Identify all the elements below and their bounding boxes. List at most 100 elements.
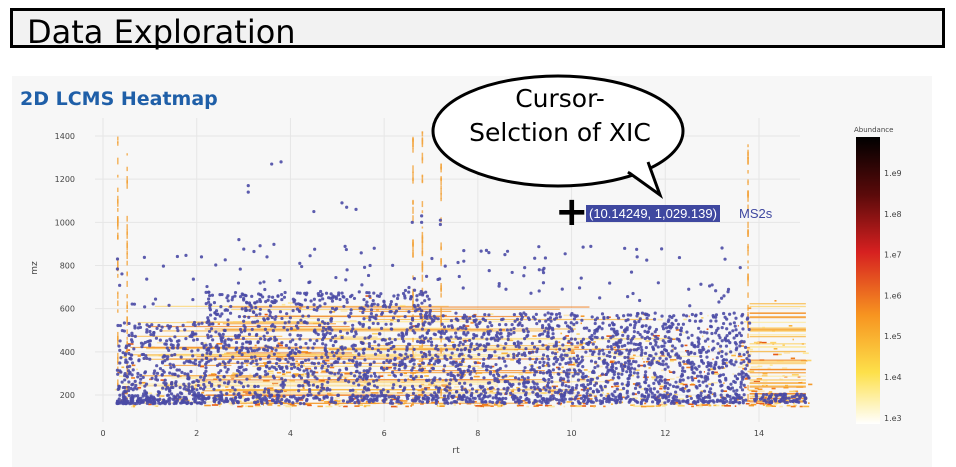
ms2-point[interactable] [686,336,690,340]
ms2-point[interactable] [732,321,736,325]
ms2-point[interactable] [611,334,615,338]
ms2-point[interactable] [712,400,716,404]
ms2-point[interactable] [616,375,620,379]
ms2-point[interactable] [272,352,276,356]
ms2-point[interactable] [659,362,663,366]
ms2-point[interactable] [400,359,404,363]
ms2-point[interactable] [149,394,153,398]
ms2-point[interactable] [120,272,124,276]
ms2-point[interactable] [291,309,295,313]
ms2-point[interactable] [348,399,352,403]
ms2-point[interactable] [653,311,657,315]
ms2-point[interactable] [436,355,440,359]
ms2-point[interactable] [172,365,176,369]
ms2-point[interactable] [182,361,186,365]
ms2-point[interactable] [628,323,633,327]
ms2-point[interactable] [409,354,413,358]
ms2-point[interactable] [654,340,658,344]
ms2-point[interactable] [468,338,472,343]
ms2-point[interactable] [493,379,497,383]
ms2-point[interactable] [517,357,522,362]
ms2-point[interactable] [599,393,603,397]
ms2-point[interactable] [334,275,338,280]
ms2-point[interactable] [374,313,378,317]
ms2-point[interactable] [547,390,551,394]
ms2-point[interactable] [273,335,277,339]
ms2-point[interactable] [534,393,538,397]
ms2-point[interactable] [348,388,353,393]
ms2-point[interactable] [193,358,198,362]
ms2-point[interactable] [302,369,306,373]
ms2-point[interactable] [299,364,304,369]
ms2-point[interactable] [333,401,338,405]
ms2-point[interactable] [297,389,301,393]
ms2-point[interactable] [329,310,333,314]
ms2-point[interactable] [355,396,359,400]
ms2-point[interactable] [574,386,578,390]
ms2-point[interactable] [160,361,165,365]
ms2-point[interactable] [446,372,450,377]
ms2-point[interactable] [690,365,694,369]
ms2-point[interactable] [663,386,667,390]
ms2-point[interactable] [267,338,271,342]
ms2-point[interactable] [797,400,801,404]
ms2-point[interactable] [566,379,570,383]
ms2-point[interactable] [119,370,123,374]
ms2-point[interactable] [298,384,302,388]
ms2-point[interactable] [570,329,574,333]
ms2-point[interactable] [733,399,737,404]
ms2-point[interactable] [396,319,400,323]
ms2-point[interactable] [533,317,537,321]
ms2-point[interactable] [143,305,147,309]
ms2-point[interactable] [548,369,552,374]
ms2-point[interactable] [318,397,322,402]
ms2-point[interactable] [118,339,122,343]
ms2-point[interactable] [334,351,339,355]
ms2-point[interactable] [779,398,783,403]
ms2-point[interactable] [401,361,405,366]
ms2-point[interactable] [388,310,392,314]
ms2-point[interactable] [498,366,502,371]
ms2-point[interactable] [209,384,214,388]
ms2-point[interactable] [394,302,398,307]
ms2-point[interactable] [198,386,203,390]
ms2-point[interactable] [734,316,738,320]
ms2-point[interactable] [176,328,180,333]
ms2-point[interactable] [253,355,257,359]
ms2-point[interactable] [607,396,611,401]
ms2-point[interactable] [233,334,238,338]
ms2-point[interactable] [488,370,493,374]
ms2-point[interactable] [486,395,490,399]
ms2-point[interactable] [311,346,315,350]
ms2-point[interactable] [463,346,468,351]
ms2-point[interactable] [680,344,684,348]
ms2-point[interactable] [208,352,212,356]
ms2-point[interactable] [376,348,380,353]
ms2-point[interactable] [728,387,733,391]
ms2-point[interactable] [550,375,554,380]
ms2-point[interactable] [618,400,622,404]
ms2-point[interactable] [699,311,703,316]
ms2-point[interactable] [145,330,149,334]
ms2-point[interactable] [296,321,300,325]
ms2-point[interactable] [462,393,466,397]
ms2-point[interactable] [638,317,642,321]
ms2-point[interactable] [153,383,157,387]
ms2-point[interactable] [596,390,600,394]
ms2-point[interactable] [238,327,243,332]
ms2-point[interactable] [152,331,156,335]
ms2-point[interactable] [430,381,434,385]
ms2-point[interactable] [487,356,491,360]
ms2-point[interactable] [256,384,260,389]
ms2-point[interactable] [434,346,438,351]
ms2-point[interactable] [469,342,474,346]
ms2-point[interactable] [262,334,266,338]
ms2-point[interactable] [368,263,372,268]
ms2-point[interactable] [129,357,133,361]
ms2-point[interactable] [797,397,801,401]
ms2-point[interactable] [707,368,711,372]
ms2-point[interactable] [213,317,217,321]
ms2-point[interactable] [597,352,601,356]
ms2-point[interactable] [543,256,548,260]
ms2-point[interactable] [478,397,482,401]
